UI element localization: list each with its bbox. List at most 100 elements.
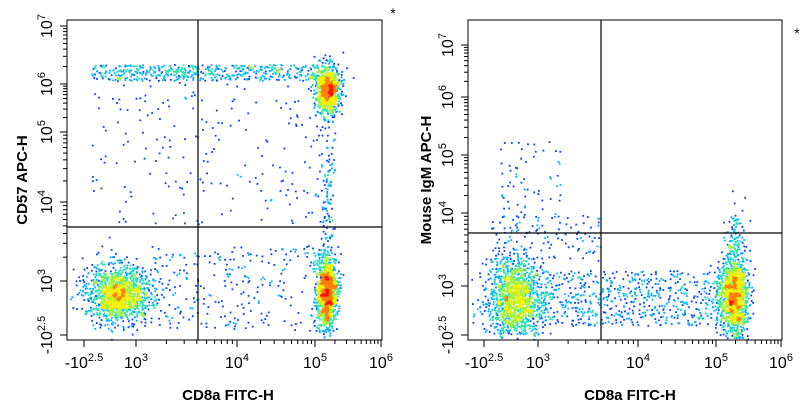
event-dot [108,291,111,293]
event-dot [108,319,111,322]
event-dot [314,92,317,95]
event-dot [294,329,296,331]
event-dot [324,314,327,317]
event-dot [111,256,114,258]
event-dot [123,84,125,87]
event-dot [136,266,139,268]
event-dot [118,270,121,273]
event-dot [116,102,118,104]
event-dot [113,279,116,282]
event-dot [270,69,273,72]
event-dot [314,66,316,68]
event-dot [326,267,329,269]
event-dot [103,312,106,315]
event-dot [523,269,526,272]
event-dot [101,304,104,307]
event-dot [314,74,317,77]
event-dot [309,329,311,332]
event-dot [307,212,310,214]
event-dot [111,290,113,293]
event-dot [146,297,149,300]
event-dot [141,303,144,306]
event-dot [123,265,126,268]
event-dot [323,296,325,299]
event-dot [222,70,224,73]
event-dot [188,66,191,69]
event-dot [318,258,321,261]
event-dot [340,284,342,287]
event-dot [316,309,319,311]
event-dot [322,201,325,204]
event-dot [326,258,328,261]
event-dot [317,195,320,198]
event-dot [146,114,149,117]
event-dot [319,312,322,315]
event-dot [184,75,187,78]
event-dot [119,69,122,72]
event-dot [261,283,264,286]
event-dot [308,76,310,79]
event-dot [125,278,128,281]
event-dot [184,138,186,140]
event-dot [310,89,312,92]
event-dot [278,73,281,75]
event-dot [118,69,121,72]
event-dot [326,80,329,83]
event-dot [225,73,228,76]
event-dot [170,68,173,71]
event-dot [173,80,176,82]
event-dot [210,76,213,79]
event-dot [143,299,145,302]
event-dot [317,78,320,81]
event-dot [113,291,115,293]
event-dot [138,71,141,74]
event-dot [110,297,112,300]
event-dot [275,99,278,102]
event-dot [123,303,125,306]
event-dot [509,286,512,288]
event-dot [233,317,236,320]
event-dot [324,260,327,262]
event-dot [327,251,329,254]
event-dot [323,77,325,80]
event-dot [323,273,326,276]
event-dot [194,94,196,97]
event-dot [331,162,333,165]
event-dot [210,72,213,74]
event-dot [325,88,328,91]
event-dot [249,180,251,183]
event-dot [273,264,276,266]
event-dot [117,324,119,327]
event-dot [317,98,320,101]
event-dot [244,65,246,68]
event-dot [193,72,196,75]
event-dot [273,67,276,70]
event-dot [129,283,132,286]
event-dot [321,290,323,292]
event-dot [326,66,329,69]
event-dot [243,88,246,90]
event-dot [296,197,298,199]
event-dot [145,276,148,279]
event-dot [327,174,330,176]
event-dot [325,281,328,284]
event-dot [103,307,106,310]
x-tick-label: -102.5 [65,352,103,372]
event-dot [171,68,174,71]
event-dot [333,105,336,108]
event-dot [141,267,144,269]
event-dot [254,76,257,79]
event-dot [317,315,319,318]
event-dot [229,124,232,127]
event-dot [103,306,106,308]
event-dot [135,68,138,70]
event-dot [331,257,334,260]
event-dot [266,314,268,317]
event-dot [334,258,336,261]
event-dot [86,287,88,290]
event-dot [116,275,119,277]
event-dot [155,304,158,307]
event-dot [258,79,261,82]
event-dot [322,115,325,118]
event-dot [285,194,288,197]
